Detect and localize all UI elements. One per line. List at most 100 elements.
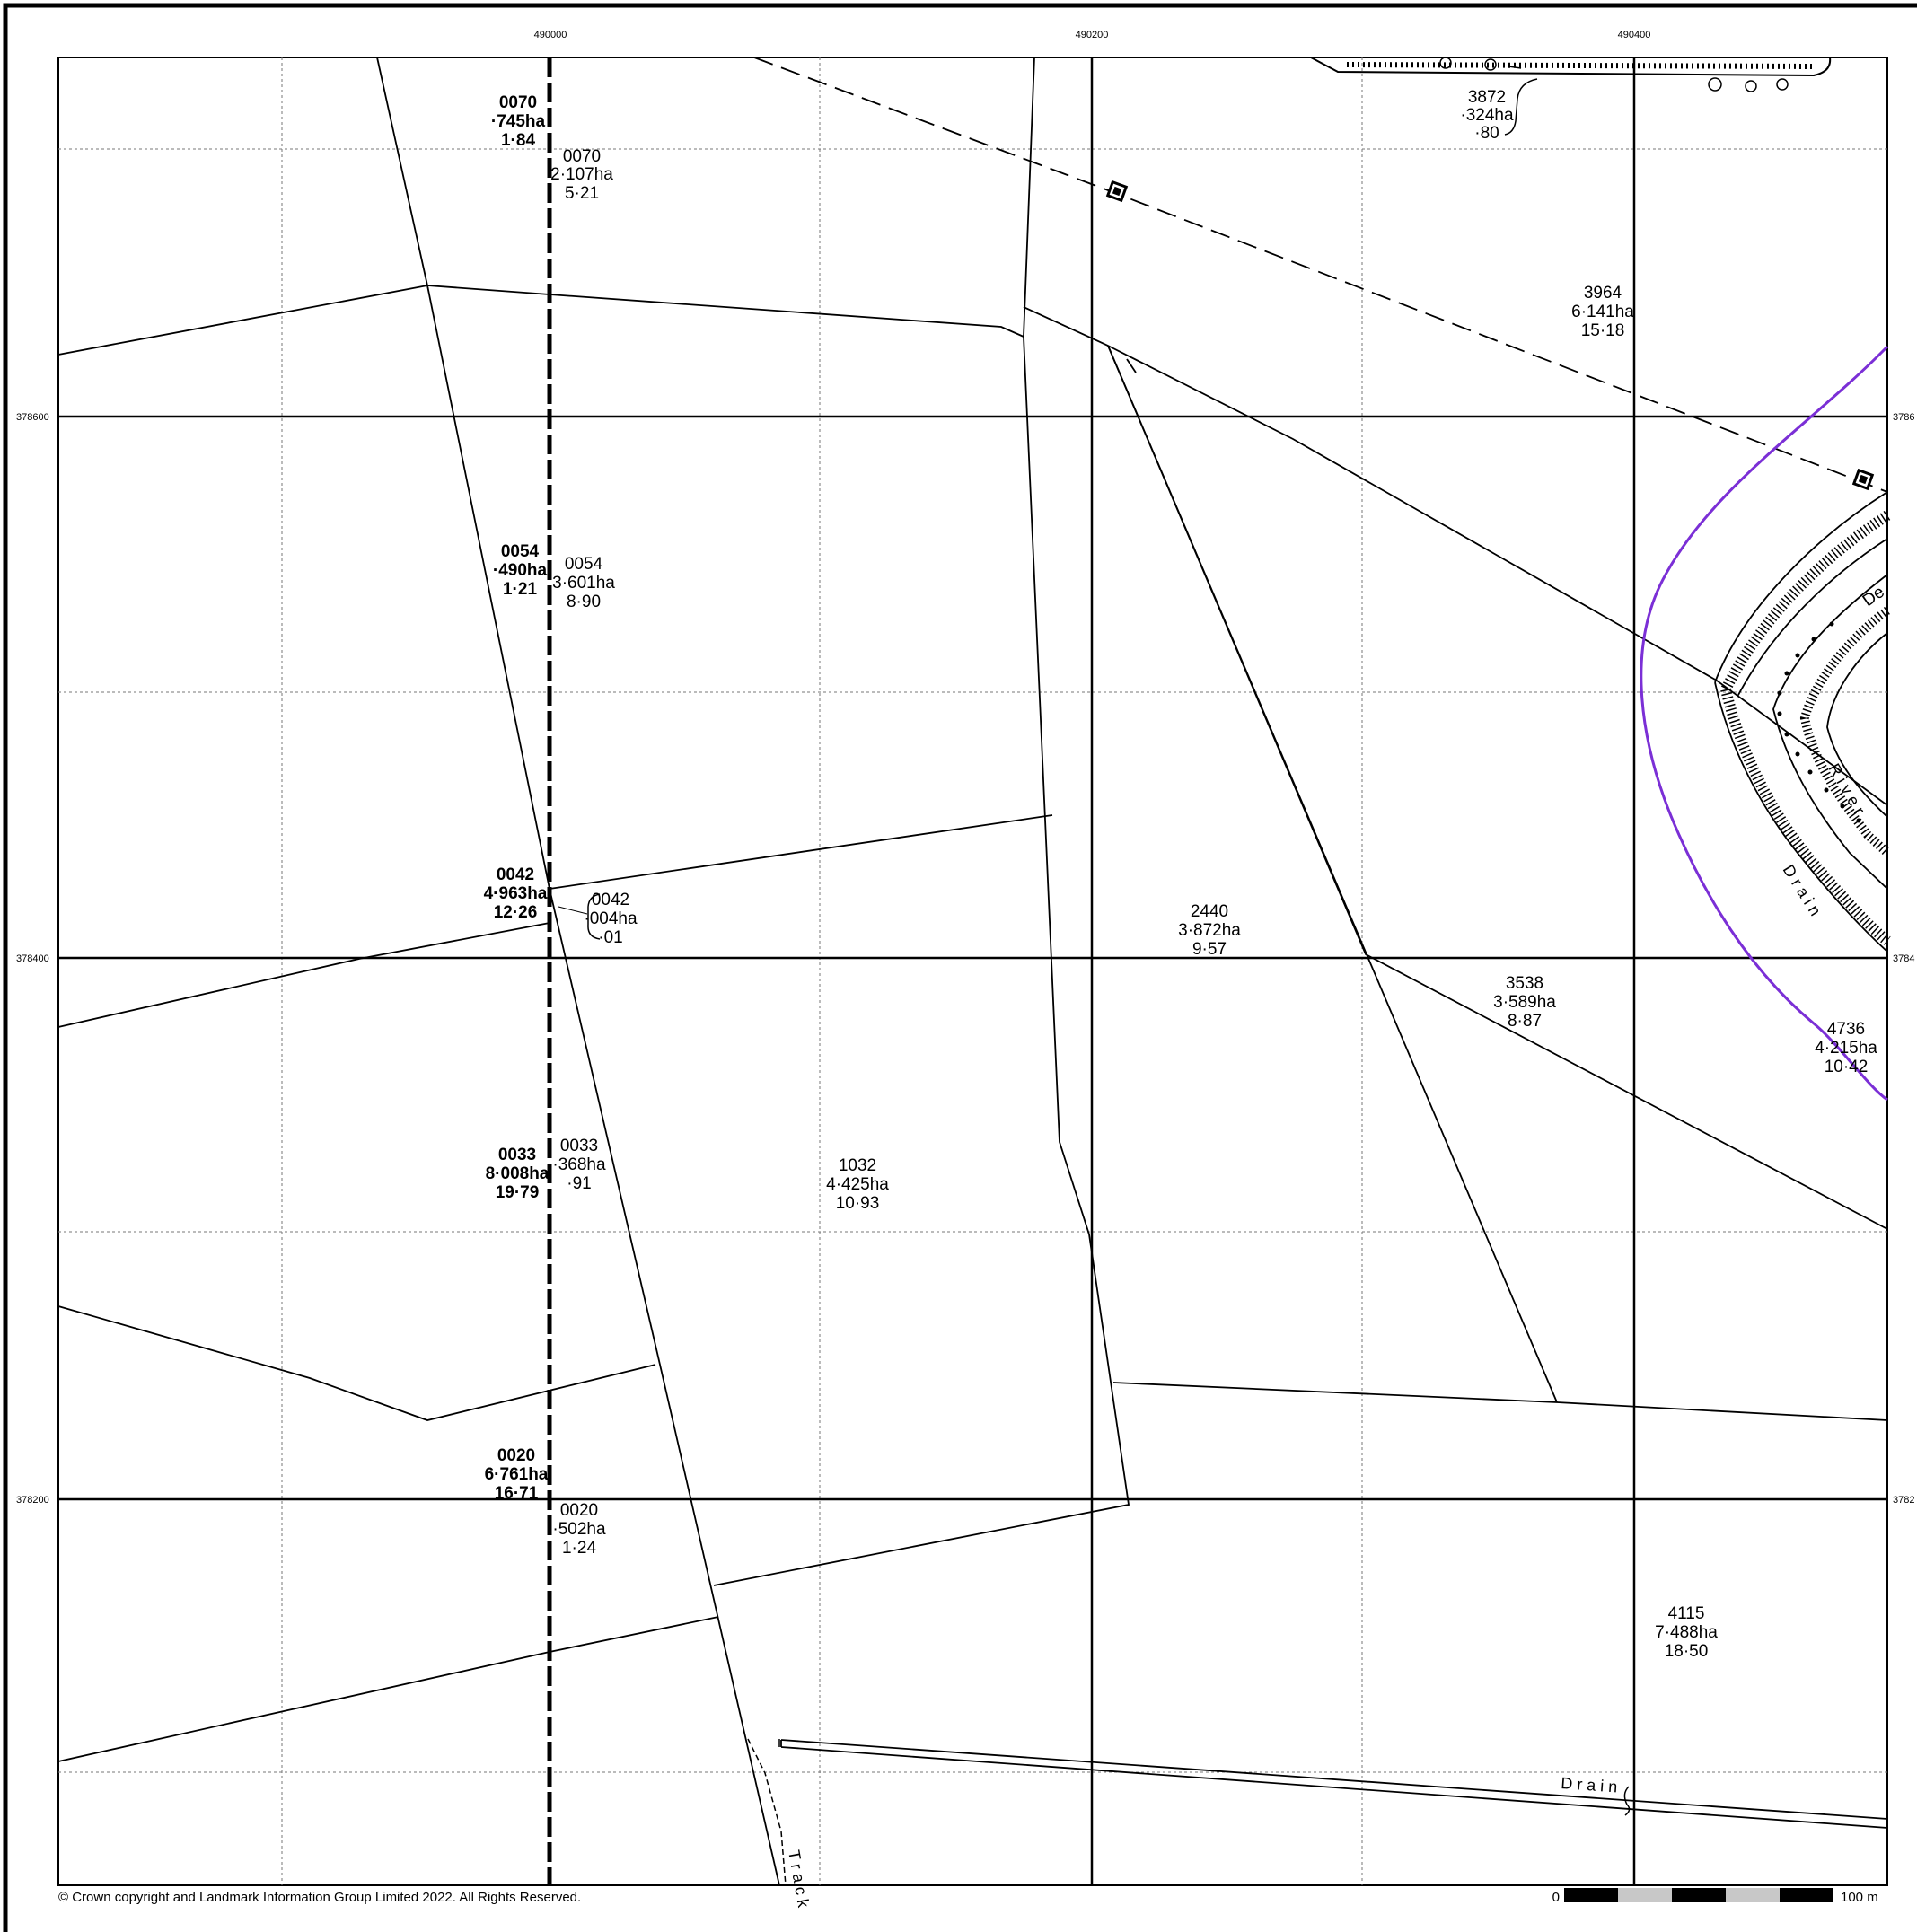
parcel-label: 0020 6·761ha 16·71 [485,1446,549,1503]
parcel-area: 4·963ha [484,884,548,903]
parcel-ref: 0054 [501,542,540,561]
boundary-marker [1851,468,1875,491]
parcel-label: 4115 7·488ha 18·50 [1655,1604,1718,1661]
boundary-marker [1105,180,1129,203]
drain-pointer [1623,1786,1631,1816]
scale-segment [1672,1888,1726,1902]
parcel-area: ·502ha [552,1520,606,1539]
parcel-label: 0054 ·490ha 1·21 [493,542,548,599]
northing-label-right: 3786 [1893,412,1914,423]
parcel-acres: 12·26 [494,903,538,922]
river-embankment [1714,491,1891,953]
parcel-ref: 1032 [839,1156,876,1175]
admin-boundary [1640,345,1889,1102]
parcel-ref: 0070 [563,147,601,166]
parcel-acres: 1·24 [562,1539,596,1558]
parcel-acres: 9·57 [1192,940,1227,959]
parcel-label: 2440 3·872ha 9·57 [1178,902,1241,959]
parcel-ref: 0020 [560,1501,598,1520]
scale-end-label: 100 m [1841,1890,1878,1905]
parcel-ref: 0054 [565,555,603,574]
parcel-ref: 2440 [1191,902,1228,921]
parcel-area: 3·601ha [552,574,615,593]
scale-segment [1780,1888,1833,1902]
parcel-ref: 0033 [498,1146,536,1164]
parcel-ref: 0033 [560,1137,598,1155]
parcel-acres: 8·90 [567,593,601,611]
northing-label-right: 3784 [1893,953,1914,964]
parcel-area: 8·008ha [486,1164,550,1183]
parcel-label: 0033 ·368ha ·91 [552,1137,606,1193]
parcel-ref: 4115 [1668,1604,1705,1623]
parcel-acres: ·91 [567,1174,591,1193]
parcel-area: ·490ha [493,561,548,580]
parcel-area: ·745ha [491,112,546,131]
parcel-label: 0042 ·004ha ·01 [584,891,638,947]
parcel-label: 0070 2·107ha 5·21 [550,147,613,203]
parcel-ref: 0020 [497,1446,535,1465]
parcel-ref: 3538 [1506,974,1543,993]
parcel-area: ·368ha [552,1155,606,1174]
parcel-acres: 16·71 [495,1484,539,1503]
scale-segment [1726,1888,1780,1902]
parcel-label: 3538 3·589ha 8·87 [1493,974,1556,1031]
parcel-ref: 4736 [1827,1020,1865,1039]
map-content [57,57,1891,1886]
parcel-acres: ·80 [1474,124,1499,143]
northing-label: 378400 [16,953,49,964]
parcel-acres: 10·93 [836,1194,880,1213]
track-edge [747,1738,787,1886]
map-frame [57,57,1888,1886]
scale-start-label: 0 [1552,1890,1560,1905]
parcel-acres: 8·87 [1508,1012,1542,1031]
sheet-border [3,3,1917,1932]
brace-3872 [1504,78,1538,136]
field-boundaries [57,57,1888,1886]
parcel-ref: 0042 [497,865,534,884]
parcel-area: 6·141ha [1571,303,1634,321]
copyright-notice: © Crown copyright and Landmark Informati… [58,1890,581,1905]
parcel-label: 3872 ·324ha ·80 [1460,88,1514,143]
pointer-0042 [558,906,588,915]
parcel-area: 4·425ha [826,1175,889,1194]
parcel-acres: 5·21 [565,184,599,203]
northing-label-right: 3782 [1893,1495,1914,1506]
parcel-area: 2·107ha [550,165,613,184]
parcel-ref: 3872 [1468,88,1506,107]
major-grid [58,57,1887,1885]
parcel-acres: 19·79 [496,1183,540,1202]
parcel-label: 0070 ·745ha 1·84 [491,93,546,150]
parcel-acres: 1·21 [503,580,537,599]
parcel-area: 3·589ha [1493,993,1556,1012]
parcel-acres: 10·42 [1825,1058,1869,1076]
easting-label: 490000 [534,30,567,40]
river-centre-dots [1777,621,1861,823]
drain-label: Drain [1561,1774,1622,1796]
parcel-area: ·324ha [1460,106,1514,125]
scale-segment [1618,1888,1672,1902]
northing-label: 378200 [16,1495,49,1506]
parcel-acres: 18·50 [1665,1642,1709,1661]
parcel-area: 3·872ha [1178,921,1241,940]
scale-segment [1564,1888,1618,1902]
easting-label: 490400 [1618,30,1651,40]
parcel-label: 0033 8·008ha 19·79 [486,1146,550,1202]
parcel-ref: 0042 [592,891,629,909]
parcel-label: 0020 ·502ha 1·24 [552,1501,606,1558]
parcel-area: 6·761ha [485,1465,549,1484]
easting-label: 490200 [1076,30,1109,40]
parcel-acres: 15·18 [1581,321,1625,340]
parcel-label: 0054 3·601ha 8·90 [552,555,615,611]
parcel-ref: 0070 [499,93,537,112]
parcel-area: 4·215ha [1815,1039,1877,1058]
parcel-label: 3964 6·141ha 15·18 [1571,284,1634,340]
parcel-acres: ·01 [598,928,622,947]
parcel-area: ·004ha [584,909,638,928]
parcel-acres: 1·84 [501,131,535,150]
parcel-label: 4736 4·215ha 10·42 [1815,1020,1877,1076]
woodland-band [1310,57,1832,92]
brace-0042 [587,893,601,940]
parcel-ref: 3964 [1584,284,1622,303]
northing-label: 378600 [16,412,49,423]
